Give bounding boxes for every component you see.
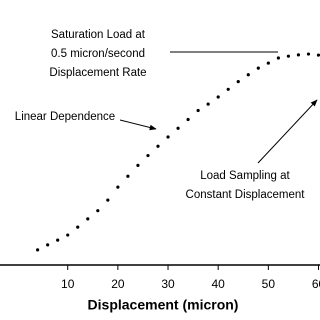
annotation: Saturation Load at — [51, 29, 146, 41]
data-point — [156, 144, 160, 148]
annotation: 0.5 micron/second — [51, 48, 145, 60]
data-point — [246, 73, 250, 77]
x-tick-label: 30 — [161, 277, 175, 291]
data-point — [176, 126, 180, 130]
annotation-arrow — [257, 99, 318, 164]
data-point — [96, 209, 100, 213]
annotation-arrow — [119, 119, 157, 131]
data-point — [136, 163, 140, 167]
data-point — [286, 54, 291, 58]
annotation: Displacement Rate — [49, 67, 146, 79]
x-tick-label: 60 — [312, 277, 320, 291]
x-tick-label: 50 — [262, 277, 276, 291]
data-point — [46, 243, 50, 247]
x-tick-label: 10 — [61, 277, 75, 291]
data-point — [306, 52, 311, 56]
annotation: Constant Displacement — [186, 189, 306, 201]
x-axis-label: Displacement (micron) — [88, 297, 239, 313]
data-point — [236, 80, 240, 84]
x-tick-label: 40 — [212, 277, 226, 291]
data-point — [226, 87, 230, 91]
data-point — [256, 66, 260, 70]
data-point — [266, 61, 270, 65]
data-point — [126, 174, 130, 178]
data-point — [36, 248, 40, 252]
data-point — [296, 53, 301, 57]
annotation: Linear Dependence — [15, 111, 115, 123]
data-point — [76, 225, 80, 229]
x-tick-label: 20 — [111, 277, 125, 291]
data-point — [276, 56, 280, 60]
data-point — [206, 102, 210, 106]
data-point — [186, 117, 190, 122]
data-point — [66, 233, 70, 237]
annotation: Load Sampling at — [200, 170, 290, 182]
data-point — [86, 217, 90, 221]
data-point — [56, 238, 60, 242]
data-point — [216, 95, 220, 99]
data-point — [106, 198, 110, 202]
data-point — [166, 135, 170, 139]
data-point — [116, 185, 120, 189]
data-point — [146, 153, 150, 158]
data-point — [316, 53, 320, 57]
data-point — [196, 108, 200, 113]
